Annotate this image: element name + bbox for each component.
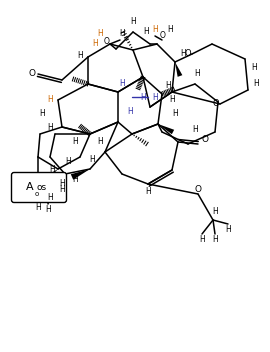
Text: H: H xyxy=(47,193,53,201)
Text: H: H xyxy=(180,50,186,58)
Polygon shape xyxy=(41,169,58,183)
Text: O: O xyxy=(213,100,219,108)
Text: H: H xyxy=(152,93,158,101)
Polygon shape xyxy=(158,124,174,134)
Text: H: H xyxy=(130,18,136,26)
Text: H: H xyxy=(145,188,151,196)
Text: O: O xyxy=(194,186,201,195)
Text: H: H xyxy=(225,226,231,234)
Text: H: H xyxy=(253,80,259,88)
Text: H: H xyxy=(49,164,55,174)
Text: H: H xyxy=(89,156,95,164)
FancyBboxPatch shape xyxy=(12,172,66,202)
Text: H: H xyxy=(77,51,83,61)
Text: H: H xyxy=(127,107,133,117)
Text: O: O xyxy=(160,31,166,40)
Text: H: H xyxy=(39,109,45,119)
Text: H: H xyxy=(47,122,53,132)
Text: H: H xyxy=(45,206,51,214)
Text: H: H xyxy=(212,235,218,245)
Text: H: H xyxy=(140,93,146,101)
Text: H: H xyxy=(169,94,175,103)
Text: H: H xyxy=(119,80,125,88)
Text: H: H xyxy=(212,207,218,216)
Text: O: O xyxy=(185,50,191,58)
Text: H: H xyxy=(165,81,171,89)
Text: H: H xyxy=(97,138,103,146)
Text: H: H xyxy=(167,25,173,33)
Text: H: H xyxy=(59,186,65,195)
Text: H: H xyxy=(172,109,178,119)
Text: H: H xyxy=(152,25,158,33)
Text: O: O xyxy=(104,38,110,46)
Text: H: H xyxy=(97,30,103,38)
Text: H: H xyxy=(72,176,78,184)
Text: H: H xyxy=(92,39,98,49)
Text: H: H xyxy=(65,157,71,166)
Polygon shape xyxy=(175,62,182,77)
Text: H: H xyxy=(72,138,78,146)
Text: H: H xyxy=(192,126,198,134)
Text: H: H xyxy=(35,202,41,212)
Text: H: H xyxy=(119,30,125,38)
Text: H: H xyxy=(194,69,200,78)
Text: O: O xyxy=(29,69,35,78)
Text: H: H xyxy=(251,63,257,71)
Text: os: os xyxy=(37,182,47,191)
Text: H: H xyxy=(47,94,53,103)
Text: H: H xyxy=(199,235,205,245)
Text: H: H xyxy=(59,180,65,189)
Polygon shape xyxy=(71,169,90,180)
Text: o: o xyxy=(35,191,39,197)
Text: O: O xyxy=(201,134,208,144)
Text: A: A xyxy=(26,182,34,192)
Text: H: H xyxy=(143,27,149,37)
